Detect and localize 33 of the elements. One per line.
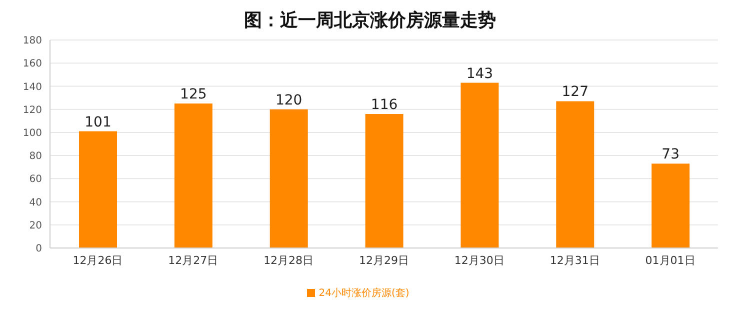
- y-tick-label: 100: [22, 128, 42, 139]
- y-tick-label: 0: [36, 244, 42, 255]
- bar: [556, 101, 594, 248]
- x-tick-label: 12月28日: [264, 254, 314, 267]
- chart-title: 图：近一周北京涨价房源量走势: [243, 9, 497, 33]
- bar: [365, 114, 404, 248]
- data-label: 116: [370, 96, 398, 113]
- data-label: 143: [466, 66, 494, 82]
- y-tick-label: 60: [29, 174, 42, 186]
- y-tick-label: 20: [29, 220, 42, 232]
- y-tick-label: 80: [29, 151, 42, 162]
- x-tick-label: 12月29日: [359, 254, 409, 267]
- bar: [79, 131, 117, 248]
- bar: [652, 164, 690, 248]
- bar: [460, 82, 499, 248]
- data-label: 101: [84, 114, 112, 130]
- x-tick-label: 12月30日: [454, 254, 504, 267]
- x-tick-label: 12月27日: [168, 254, 218, 267]
- y-tick-label: 180: [22, 36, 42, 47]
- data-label: 120: [275, 92, 302, 108]
- x-tick-label: 01月01日: [645, 254, 696, 267]
- data-label: 73: [662, 146, 680, 163]
- y-tick-label: 40: [29, 197, 42, 208]
- data-label: 125: [180, 86, 207, 103]
- y-tick-label: 120: [22, 104, 42, 116]
- y-tick-label: 160: [22, 58, 42, 70]
- bar: [270, 109, 308, 248]
- x-tick-label: 12月31日: [550, 254, 600, 267]
- x-tick-label: 12月26日: [72, 254, 123, 267]
- legend-label: 24小时涨价房源(套): [318, 288, 410, 299]
- data-label: 127: [562, 84, 589, 100]
- y-tick-label: 140: [22, 82, 42, 93]
- bar: [174, 104, 212, 248]
